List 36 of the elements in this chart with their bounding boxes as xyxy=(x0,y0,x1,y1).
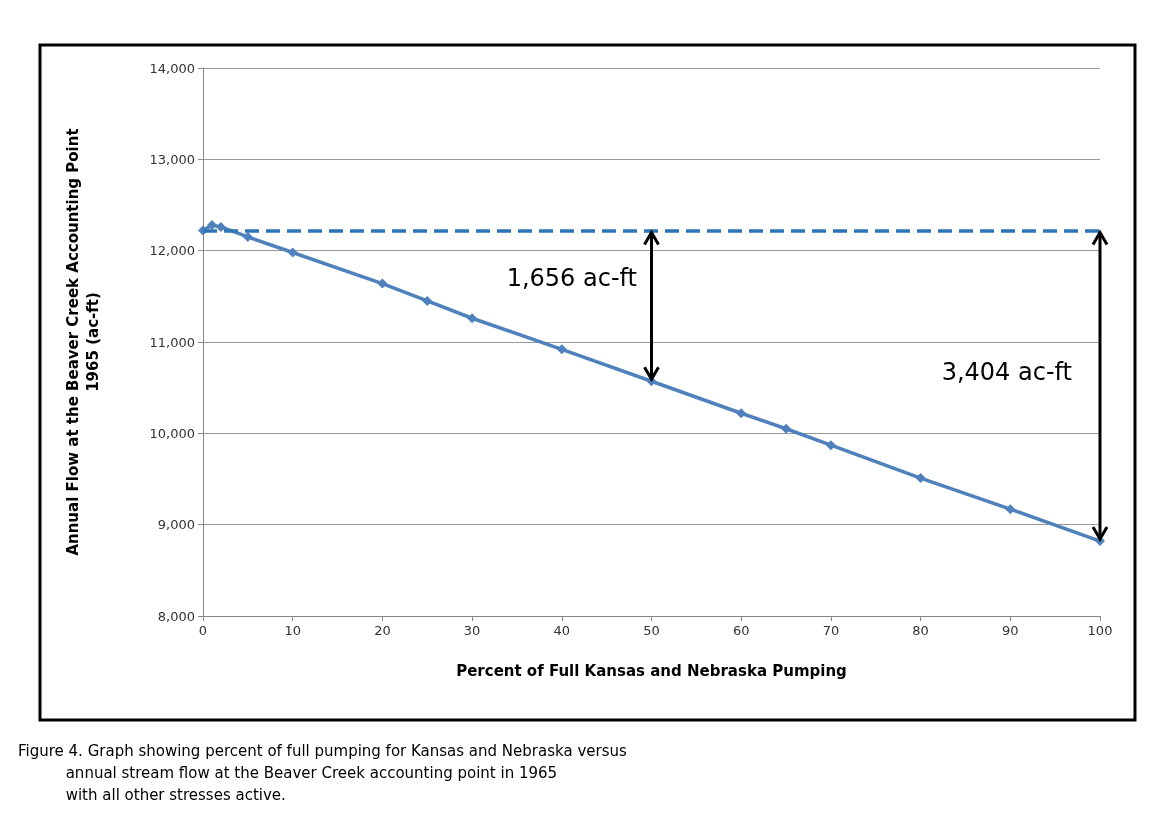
point xyxy=(287,247,298,258)
x-tick-label: 50 xyxy=(643,623,660,638)
y-tick-label: 13,000 xyxy=(149,151,195,167)
point xyxy=(242,231,253,242)
caption: Figure 4. Graph showing percent of full pumping for Kansas and Nebraska versus annual stream flow at the Beaver Creek accounting point in 1965 with all other stresses active. xyxy=(18,742,627,804)
x-tick-label: 0 xyxy=(198,623,208,638)
y-axis-title: Annual Flow at the Beaver Creek Accounting Point 1965 (ac-ft) xyxy=(64,128,102,556)
point xyxy=(206,220,217,231)
y-tick-label: 11,000 xyxy=(149,334,195,350)
x-tick-label: 90 xyxy=(1002,623,1019,638)
point xyxy=(781,423,792,434)
point xyxy=(556,344,567,355)
point xyxy=(825,440,836,451)
x-tick-label: 10 xyxy=(284,623,301,638)
point xyxy=(736,408,747,419)
x-tick-label: 40 xyxy=(553,623,571,638)
y-tick-label: 14,000 xyxy=(149,60,195,76)
x-tick-label: 20 xyxy=(374,623,391,638)
x-tick-label: 80 xyxy=(912,623,929,638)
annotation: 3,404 ac-ft xyxy=(941,358,1072,386)
x-axis-title: Percent of Full Kansas and Nebraska Pumping xyxy=(456,662,847,680)
y-tick-label: 8,000 xyxy=(157,608,195,624)
x-tick-label: 30 xyxy=(463,623,481,638)
x-tick-label: 60 xyxy=(732,623,750,638)
point xyxy=(377,278,388,289)
point xyxy=(422,295,433,306)
x-tick-label: 70 xyxy=(822,623,840,638)
point xyxy=(215,221,226,232)
point xyxy=(1005,504,1016,515)
point xyxy=(915,473,926,484)
y-tick-label: 9,000 xyxy=(157,517,195,533)
point xyxy=(467,313,478,324)
y-tick-label: 12,000 xyxy=(149,243,195,259)
y-tick-label: 10,000 xyxy=(149,425,195,441)
annotation: 1,656 ac-ft xyxy=(506,264,637,292)
x-tick-label: 100 xyxy=(1087,623,1113,638)
